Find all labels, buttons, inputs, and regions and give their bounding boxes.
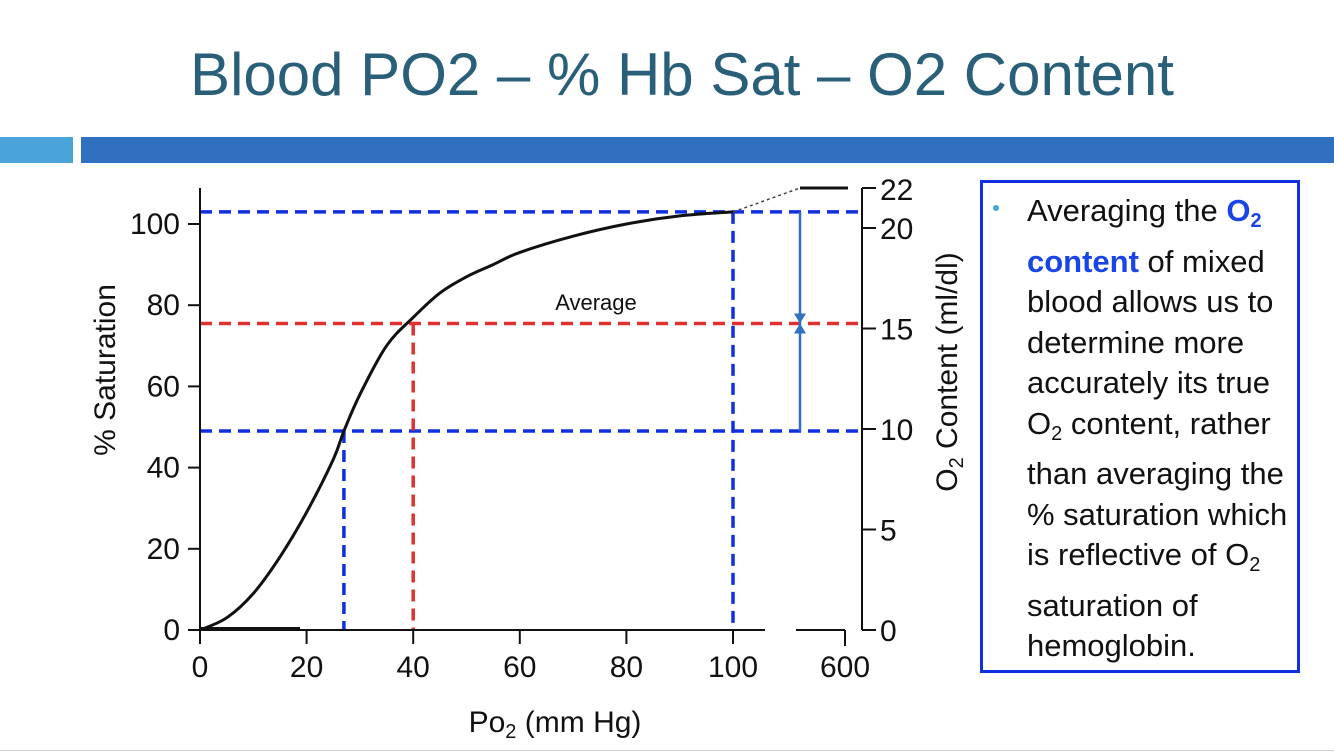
highlight-o2: O2 content	[1027, 193, 1262, 279]
x-tick-label: 40	[397, 651, 430, 684]
x-tick-label: 20	[290, 651, 323, 684]
y-left-tick-label: 0	[163, 614, 180, 647]
y-left-tick-label: 40	[147, 452, 180, 485]
y-left-tick-label: 60	[147, 370, 180, 403]
bottom-rule	[0, 750, 1334, 751]
y-left-tick-label: 80	[147, 289, 180, 322]
y-right-tick-label: 10	[880, 414, 913, 447]
arrow-head-up-icon	[794, 323, 806, 334]
dissociation-curve-line	[199, 210, 734, 632]
y-right-tick-label: 22	[880, 174, 913, 207]
slide-title: Blood PO2 – % Hb Sat – O2 Content	[190, 41, 1174, 108]
arrow-head-down-icon	[794, 313, 806, 324]
x-axis-label: Po2 (mm Hg)	[469, 706, 642, 743]
y-left-tick-label: 100	[130, 208, 180, 241]
callout-box: Averaging the O2 content of mixed blood …	[980, 180, 1300, 673]
curve-break-dotted	[732, 187, 801, 213]
x-tick-label: 0	[192, 651, 209, 684]
x-tick-label: 600	[820, 651, 870, 684]
y-right-tick-label: 5	[880, 515, 897, 548]
header-bar-right	[81, 137, 1334, 163]
y-left-tick-label: 20	[147, 533, 180, 566]
y-right-tick-label: 0	[880, 615, 897, 648]
callout-text: Averaging the O2 content of mixed blood …	[1027, 193, 1288, 663]
bullet-icon	[993, 205, 999, 211]
x-tick-label: 60	[503, 651, 536, 684]
y-axis-left-label: % Saturation	[89, 284, 122, 456]
x-tick-label: 100	[708, 651, 758, 684]
y-axis-right-label: O2 Content (ml/dl)	[931, 252, 968, 492]
header-bar-left	[0, 137, 73, 163]
y-right-tick-label: 20	[880, 213, 913, 246]
y-right-tick-label: 15	[880, 314, 913, 347]
x-tick-label: 80	[610, 651, 643, 684]
average-annotation: Average	[555, 290, 637, 315]
oxygen-dissociation-chart: 0 20 40 60 80 100 0 20 40 60 80 100 600 0 5 10 15 20 22 Po…	[89, 174, 968, 743]
